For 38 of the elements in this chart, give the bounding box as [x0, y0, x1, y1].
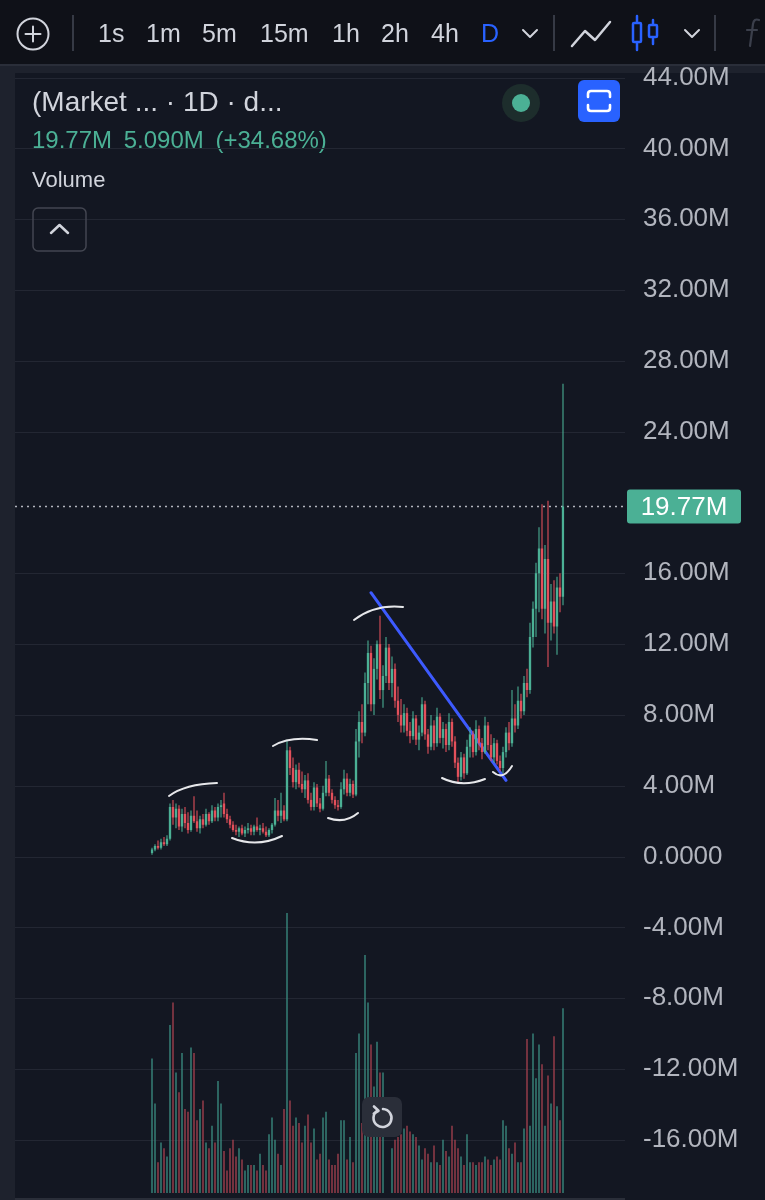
- candlestick: [201, 814, 205, 829]
- y-tick-label: 36.00M: [643, 202, 730, 233]
- chart-title: (Market ... · 1D · d...: [32, 85, 283, 119]
- y-tick-label: 16.00M: [643, 556, 730, 587]
- candlestick: [162, 837, 166, 846]
- candlestick: [261, 822, 265, 834]
- candlestick: [513, 704, 517, 733]
- chart-title: Volume: [32, 167, 106, 194]
- text: 5m: [202, 18, 237, 48]
- y-tick-label: 0.0000: [643, 839, 723, 870]
- y-tick-label: -4.00M: [643, 910, 724, 941]
- y-tick-label: -12.00M: [643, 1052, 739, 1083]
- y-tick-label: 40.00M: [643, 131, 730, 162]
- y-tick-label: 4.00M: [643, 768, 716, 799]
- candlestick: [234, 824, 238, 836]
- text: 1s: [98, 18, 125, 48]
- candlestick: [219, 799, 223, 818]
- y-tick-label: 28.00M: [643, 343, 730, 374]
- y-tick-label: 32.00M: [643, 273, 730, 304]
- candlestick: [255, 817, 259, 832]
- text: 15m: [260, 18, 309, 48]
- y-tick-label: 12.00M: [643, 627, 730, 658]
- text: 4h: [431, 18, 459, 48]
- y-tick-label: 8.00M: [643, 698, 716, 729]
- y-tick-label: 24.00M: [643, 414, 730, 445]
- annotation: 19.77M 5.090M (+34.68%): [32, 126, 327, 155]
- candlestick: [402, 704, 406, 733]
- text: 2h: [381, 18, 409, 48]
- text: 1m: [146, 18, 181, 48]
- text: 1h: [332, 18, 360, 48]
- text: D: [481, 18, 500, 48]
- y-tick-label: -8.00M: [643, 981, 724, 1012]
- candlestick: [246, 822, 250, 834]
- y-tick-label: 44.00M: [643, 60, 730, 91]
- candlestick: [558, 573, 562, 613]
- candlestick: [336, 799, 340, 811]
- y-tick-label: -16.00M: [643, 1122, 739, 1153]
- ref-line-label: 19.77M: [640, 490, 728, 521]
